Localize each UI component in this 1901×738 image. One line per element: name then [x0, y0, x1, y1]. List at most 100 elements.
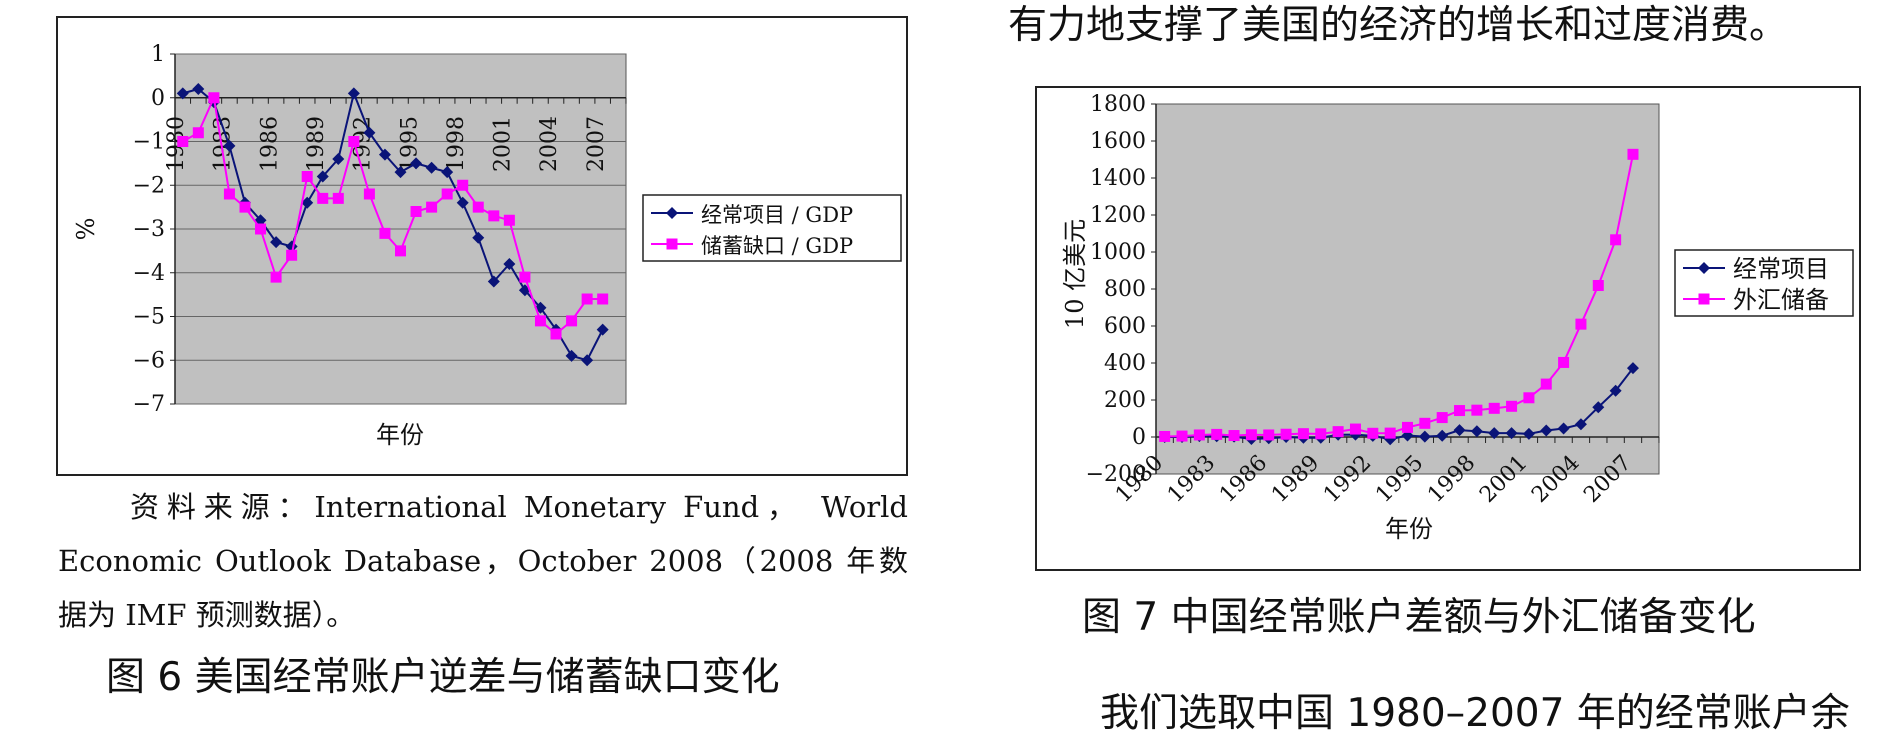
- data-point: [1488, 427, 1501, 440]
- figure7-chart: 180016001400120010008006004002000−200198…: [1061, 92, 1854, 543]
- data-point: [301, 171, 313, 182]
- data-point: [192, 83, 205, 95]
- data-point: [317, 192, 329, 204]
- data-point: [1453, 424, 1466, 437]
- legend-label: 经常项目: [1733, 255, 1829, 283]
- y-tick-label: 600: [1104, 314, 1146, 339]
- data-point: [285, 240, 298, 253]
- data-point: [1228, 430, 1240, 442]
- data-point: [395, 245, 406, 257]
- legend-box: [1674, 249, 1854, 317]
- data-point: [379, 227, 391, 239]
- data-point: [596, 323, 609, 336]
- y-tick-label: 0: [1132, 425, 1146, 450]
- data-point: [441, 188, 453, 200]
- legend-label: 外汇储备: [1733, 286, 1829, 314]
- data-point: [255, 223, 267, 235]
- data-point: [363, 126, 376, 139]
- data-point: [565, 349, 578, 362]
- data-point: [208, 92, 220, 104]
- data-point: [1506, 400, 1518, 412]
- data-point: [1609, 384, 1622, 397]
- legend-marker: [666, 238, 678, 250]
- data-point: [457, 179, 469, 191]
- data-point: [1211, 428, 1223, 440]
- data-point: [472, 231, 485, 244]
- data-point: [378, 148, 391, 161]
- x-axis-title: 年份: [1385, 515, 1433, 543]
- legend-label: 经常项目 / GDP: [701, 203, 853, 227]
- data-point: [472, 201, 484, 213]
- data-point: [581, 354, 594, 367]
- data-point: [518, 284, 531, 297]
- y-tick-label: −1: [133, 130, 165, 155]
- data-point: [1454, 405, 1466, 417]
- data-point: [566, 315, 578, 327]
- data-point: [1159, 430, 1171, 442]
- data-point: [1280, 428, 1292, 440]
- y-tick-label: 400: [1104, 351, 1146, 376]
- y-axis-title: 10 亿美元: [1061, 219, 1089, 329]
- data-point: [1540, 424, 1553, 437]
- data-point: [550, 328, 562, 340]
- y-tick-label: 1: [151, 42, 165, 67]
- x-tick-label: 1998: [444, 116, 469, 172]
- data-point: [1349, 423, 1361, 435]
- source-line-3: 据为 IMF 预测数据）。: [58, 598, 356, 632]
- x-tick-label: 2001: [491, 116, 516, 172]
- source-line-2: Economic Outlook Database，October 2008（2…: [58, 544, 908, 578]
- y-tick-label: −2: [133, 173, 165, 198]
- data-point: [1557, 422, 1570, 435]
- data-point: [1297, 428, 1309, 440]
- data-point: [1193, 429, 1205, 441]
- data-point: [441, 166, 454, 179]
- legend-label: 储蓄缺口 / GDP: [701, 234, 853, 258]
- data-point: [332, 192, 344, 204]
- data-point: [1418, 430, 1431, 443]
- data-point: [519, 271, 531, 283]
- legend: 经常项目 / GDP 储蓄缺口 / GDP: [642, 194, 902, 262]
- data-point: [347, 87, 360, 100]
- data-point: [488, 210, 500, 222]
- data-point: [1523, 392, 1535, 404]
- y-tick-label: 1600: [1090, 129, 1146, 154]
- figure6-chart-frame: 1 0 −1 −2 −3 −4 −5 −6 −7 1980 1983 1986 1989 1992 1995…: [56, 16, 908, 476]
- data-point: [348, 136, 360, 147]
- data-point: [1263, 429, 1275, 441]
- data-point: [239, 201, 251, 213]
- figure7-caption: 图 7 中国经常账户差额与外汇储备变化: [1082, 595, 1756, 640]
- data-point: [1610, 234, 1622, 246]
- y-tick-label: −7: [133, 392, 165, 417]
- source-note: 资料来源：International Monetary Fund， World …: [58, 480, 908, 642]
- data-point: [1245, 429, 1257, 441]
- y-tick-label: 800: [1104, 277, 1146, 302]
- data-point: [363, 188, 375, 200]
- data-point: [487, 275, 500, 288]
- data-point: [223, 188, 235, 200]
- data-point: [1575, 318, 1587, 330]
- data-point: [1540, 378, 1552, 390]
- data-point: [192, 127, 204, 139]
- series-line: [182, 94, 603, 336]
- data-point: [332, 153, 345, 165]
- data-point: [316, 170, 329, 183]
- data-point: [286, 249, 298, 261]
- data-point: [581, 293, 593, 305]
- data-point: [1471, 404, 1483, 416]
- y-tick-label: −6: [133, 348, 165, 373]
- data-point: [176, 87, 189, 100]
- y-tick-label: −4: [133, 261, 165, 286]
- y-tick-label: −5: [133, 305, 165, 330]
- data-point: [1592, 401, 1605, 414]
- data-point: [1592, 279, 1604, 291]
- y-tick-label: −200: [1086, 462, 1146, 487]
- plot-area: [1155, 103, 1660, 475]
- data-point: [1627, 148, 1639, 160]
- x-tick-label: 2004: [537, 116, 562, 172]
- y-axis-title: %: [72, 218, 100, 241]
- y-tick-label: 1000: [1090, 240, 1146, 265]
- x-tick-label: 2007: [584, 116, 609, 172]
- x-tick-label: 1989: [304, 116, 329, 172]
- data-point: [425, 161, 438, 174]
